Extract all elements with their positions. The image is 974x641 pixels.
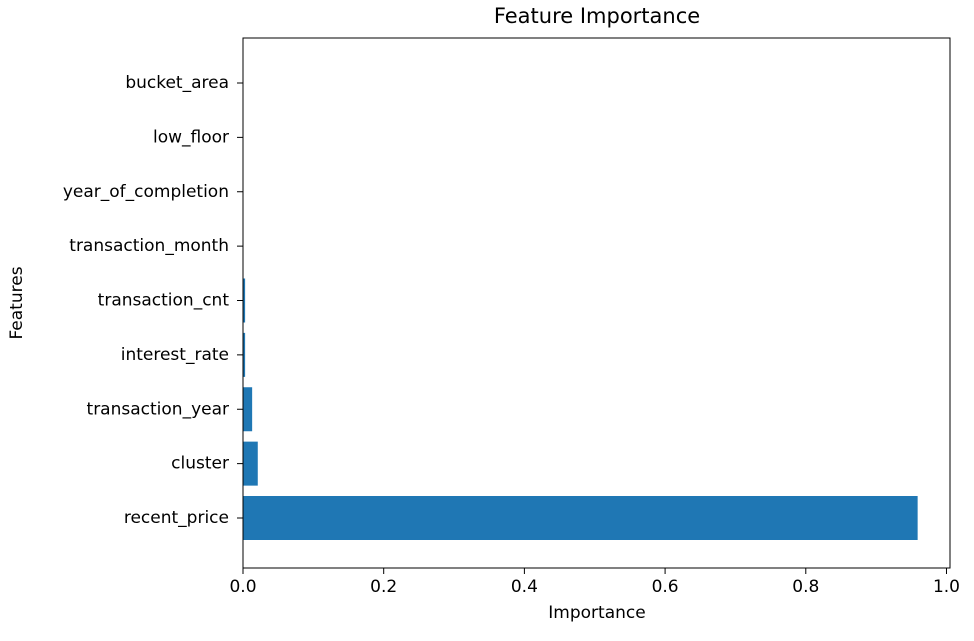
y-tick-label: year_of_completion — [63, 182, 229, 202]
y-tick-label: low_floor — [153, 127, 229, 147]
bar — [243, 278, 246, 323]
x-axis-label: Importance — [548, 603, 645, 623]
y-tick-label: recent_price — [124, 508, 229, 528]
bar — [243, 332, 246, 377]
bar — [243, 496, 918, 540]
x-tick-label: 0.0 — [229, 577, 256, 597]
chart-title: Feature Importance — [494, 4, 700, 28]
x-tick-label: 0.6 — [652, 577, 679, 597]
y-tick-label: bucket_area — [125, 73, 229, 93]
y-tick-label: transaction_year — [87, 399, 229, 419]
y-tick-label: transaction_cnt — [98, 291, 230, 311]
y-tick-label: cluster — [171, 454, 229, 474]
x-tick-label: 0.4 — [511, 577, 538, 597]
y-axis-label: Features — [7, 266, 27, 339]
x-tick-label: 0.2 — [370, 577, 397, 597]
bar — [243, 387, 253, 432]
x-tick-label: 1.0 — [933, 577, 960, 597]
y-tick-label: interest_rate — [121, 345, 229, 365]
y-tick-label: transaction_month — [69, 236, 229, 256]
x-tick-label: 0.8 — [792, 577, 819, 597]
plot-frame — [242, 37, 951, 569]
bar — [243, 441, 258, 486]
